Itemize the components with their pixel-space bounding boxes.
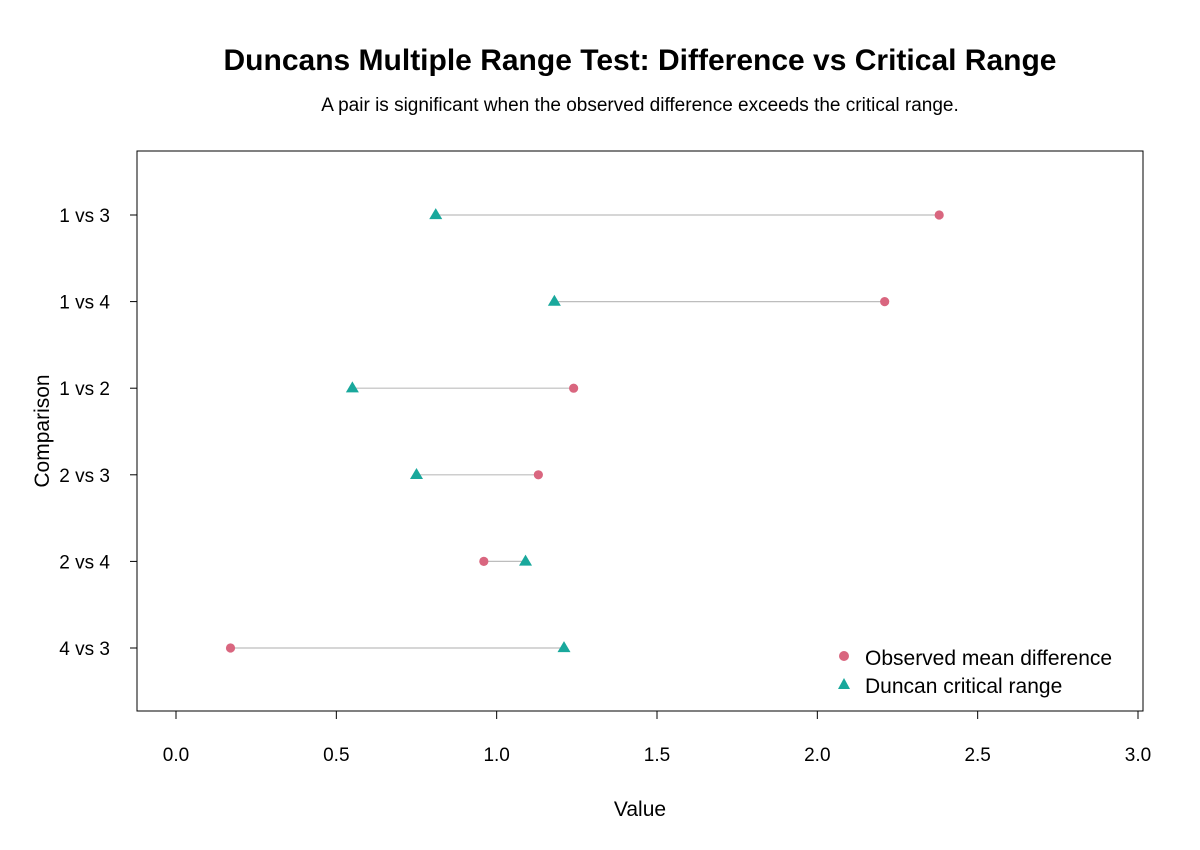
y-axis-title: Comparison xyxy=(31,374,54,487)
connector-lines xyxy=(230,214,940,649)
chart-subtitle: A pair is significant when the observed … xyxy=(321,95,959,116)
legend-critical-label: Duncan critical range xyxy=(865,675,1062,698)
observed-point xyxy=(880,297,890,307)
y-tick-label: 4 vs 3 xyxy=(59,639,110,660)
legend-observed-label: Observed mean difference xyxy=(865,647,1112,670)
critical-point xyxy=(429,208,443,220)
y-axis: 1 vs 3 1 vs 4 1 vs 2 2 vs 3 2 vs 4 4 vs 3 xyxy=(59,206,137,660)
x-axis: 0.0 0.5 1.0 1.5 2.0 2.5 3.0 xyxy=(163,710,1151,766)
plot-frame xyxy=(136,150,1144,712)
y-tick-label: 1 vs 3 xyxy=(59,206,110,227)
x-axis-title: Value xyxy=(614,798,666,821)
legend: Observed mean difference Duncan critical… xyxy=(838,647,1112,698)
observed-point xyxy=(479,556,489,567)
legend-observed-marker xyxy=(839,651,849,661)
x-tick-label: 1.0 xyxy=(483,745,509,766)
y-tick-label: 1 vs 2 xyxy=(59,379,110,400)
y-tick-label: 2 vs 3 xyxy=(59,466,110,487)
chart-title: Duncans Multiple Range Test: Difference … xyxy=(224,44,1057,77)
x-tick-label: 1.5 xyxy=(644,745,670,766)
observed-point xyxy=(533,470,543,480)
critical-point xyxy=(519,554,533,566)
critical-point xyxy=(410,467,423,479)
observed-markers xyxy=(225,210,944,653)
x-tick-label: 3.0 xyxy=(1125,745,1151,766)
observed-point xyxy=(225,643,236,653)
critical-point xyxy=(557,641,571,653)
observed-point xyxy=(569,383,579,393)
x-tick-label: 0.0 xyxy=(163,745,189,766)
y-tick-label: 2 vs 4 xyxy=(59,552,110,573)
x-tick-label: 2.5 xyxy=(964,745,990,766)
legend-critical-marker xyxy=(838,678,850,689)
observed-point xyxy=(934,210,944,220)
critical-point xyxy=(547,294,561,306)
critical-point xyxy=(345,381,359,393)
x-tick-label: 2.0 xyxy=(804,745,830,766)
x-tick-label: 0.5 xyxy=(323,745,349,766)
y-tick-label: 1 vs 4 xyxy=(59,293,110,314)
critical-markers xyxy=(345,208,571,653)
